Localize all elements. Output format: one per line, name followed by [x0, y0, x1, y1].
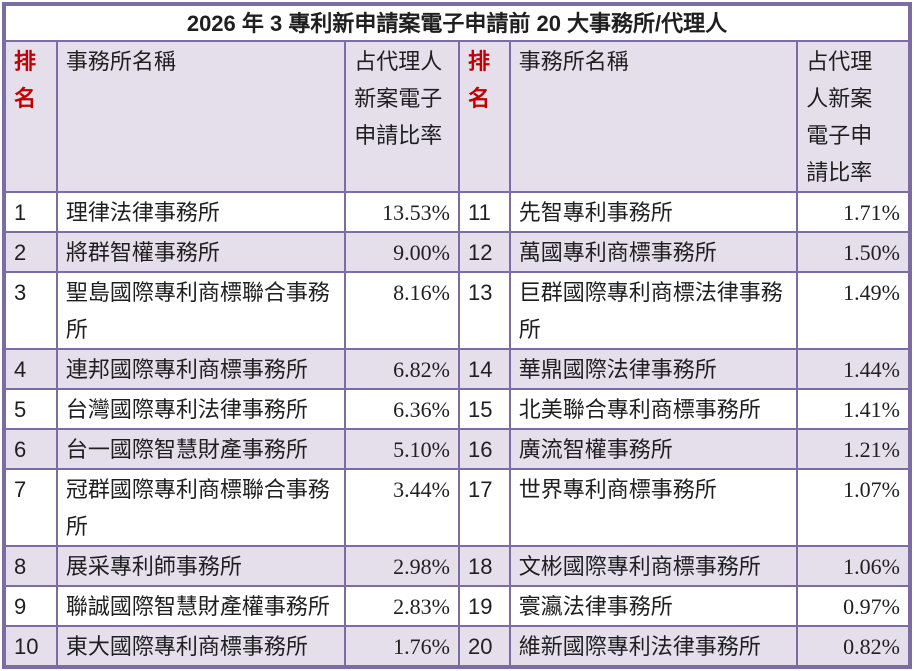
rank-cell: 11 [458, 191, 511, 233]
header-firm-right: 事務所名稱 [508, 40, 799, 193]
ratio-cell: 1.71% [796, 191, 911, 233]
rank-cell: 12 [458, 231, 511, 273]
firm-name-cell: 東大國際專利商標事務所 [55, 625, 347, 668]
header-ratio-left: 占代理人新案電子申請比率 [344, 40, 460, 193]
firm-name-cell: 萬國專利商標事務所 [508, 231, 799, 273]
header-rank-right: 排名 [458, 40, 511, 193]
ratio-cell: 8.16% [344, 271, 460, 350]
firm-name-cell: 聖島國際專利商標聯合事務所 [55, 271, 347, 350]
table-row: 5 台灣國際專利法律事務所 6.36% 15 北美聯合專利商標事務所 1.41% [3, 388, 911, 430]
table-row: 1 理律法律事務所 13.53% 11 先智專利事務所 1.71% [3, 191, 911, 233]
ratio-cell: 13.53% [344, 191, 460, 233]
ratio-cell: 1.21% [796, 428, 911, 470]
ratio-cell: 1.44% [796, 348, 911, 390]
table-row: 8 展采專利師事務所 2.98% 18 文彬國際專利商標事務所 1.06% [3, 545, 911, 587]
page-title: 2026 年 3 專利新申請案電子申請前 20 大事務所/代理人 [3, 3, 911, 42]
rank-cell: 19 [458, 585, 511, 627]
rank-cell: 20 [458, 625, 511, 668]
ratio-cell: 3.44% [344, 468, 460, 547]
firm-name-cell: 將群智權事務所 [55, 231, 347, 273]
ratio-cell: 5.10% [344, 428, 460, 470]
rank-cell: 2 [3, 231, 58, 273]
firm-name-cell: 理律法律事務所 [55, 191, 347, 233]
firm-name-cell: 冠群國際專利商標聯合事務所 [55, 468, 347, 547]
rank-cell: 4 [3, 348, 58, 390]
ratio-cell: 1.50% [796, 231, 911, 273]
ratio-cell: 9.00% [344, 231, 460, 273]
firm-name-cell: 維新國際專利法律事務所 [508, 625, 799, 668]
rank-cell: 3 [3, 271, 58, 350]
ratio-cell: 1.49% [796, 271, 911, 350]
table-row: 6 台一國際智慧財產事務所 5.10% 16 廣流智權事務所 1.21% [3, 428, 911, 470]
firm-name-cell: 文彬國際專利商標事務所 [508, 545, 799, 587]
firm-name-cell: 聯誠國際智慧財產權事務所 [55, 585, 347, 627]
header-ratio-right: 占代理人新案電子申請比率 [796, 40, 911, 193]
firm-name-cell: 巨群國際專利商標法律事務所 [508, 271, 799, 350]
rank-cell: 8 [3, 545, 58, 587]
ratio-cell: 0.97% [796, 585, 911, 627]
firm-name-cell: 連邦國際專利商標事務所 [55, 348, 347, 390]
header-firm-left: 事務所名稱 [55, 40, 347, 193]
ratio-cell: 1.76% [344, 625, 460, 668]
firm-name-cell: 展采專利師事務所 [55, 545, 347, 587]
ratio-cell: 2.98% [344, 545, 460, 587]
ratio-cell: 1.06% [796, 545, 911, 587]
rank-cell: 18 [458, 545, 511, 587]
table-row: 3 聖島國際專利商標聯合事務所 8.16% 13 巨群國際專利商標法律事務所 1… [3, 271, 911, 350]
firm-name-cell: 世界專利商標事務所 [508, 468, 799, 547]
rank-cell: 10 [3, 625, 58, 668]
rank-cell: 14 [458, 348, 511, 390]
table-row: 2 將群智權事務所 9.00% 12 萬國專利商標事務所 1.50% [3, 231, 911, 273]
rank-cell: 15 [458, 388, 511, 430]
table-row: 10 東大國際專利商標事務所 1.76% 20 維新國際專利法律事務所 0.82… [3, 625, 911, 668]
ratio-cell: 0.82% [796, 625, 911, 668]
ratio-cell: 1.07% [796, 468, 911, 547]
rank-cell: 7 [3, 468, 58, 547]
firm-name-cell: 北美聯合專利商標事務所 [508, 388, 799, 430]
firm-name-cell: 台灣國際專利法律事務所 [55, 388, 347, 430]
table-row: 4 連邦國際專利商標事務所 6.82% 14 華鼎國際法律事務所 1.44% [3, 348, 911, 390]
firm-name-cell: 寰瀛法律事務所 [508, 585, 799, 627]
title-row: 2026 年 3 專利新申請案電子申請前 20 大事務所/代理人 [3, 3, 911, 42]
firm-name-cell: 先智專利事務所 [508, 191, 799, 233]
table-row: 7 冠群國際專利商標聯合事務所 3.44% 17 世界專利商標事務所 1.07% [3, 468, 911, 547]
rank-cell: 9 [3, 585, 58, 627]
rank-cell: 17 [458, 468, 511, 547]
firm-name-cell: 廣流智權事務所 [508, 428, 799, 470]
header-row: 排名 事務所名稱 占代理人新案電子申請比率 排名 事務所名稱 占代理人新案電子申… [3, 40, 911, 193]
rank-cell: 5 [3, 388, 58, 430]
rank-cell: 13 [458, 271, 511, 350]
table-row: 9 聯誠國際智慧財產權事務所 2.83% 19 寰瀛法律事務所 0.97% [3, 585, 911, 627]
firm-name-cell: 華鼎國際法律事務所 [508, 348, 799, 390]
rank-cell: 1 [3, 191, 58, 233]
rank-cell: 16 [458, 428, 511, 470]
firm-name-cell: 台一國際智慧財產事務所 [55, 428, 347, 470]
ratio-cell: 6.36% [344, 388, 460, 430]
rank-cell: 6 [3, 428, 58, 470]
ratio-cell: 1.41% [796, 388, 911, 430]
ratio-cell: 6.82% [344, 348, 460, 390]
ratio-cell: 2.83% [344, 585, 460, 627]
header-rank-left: 排名 [3, 40, 58, 193]
